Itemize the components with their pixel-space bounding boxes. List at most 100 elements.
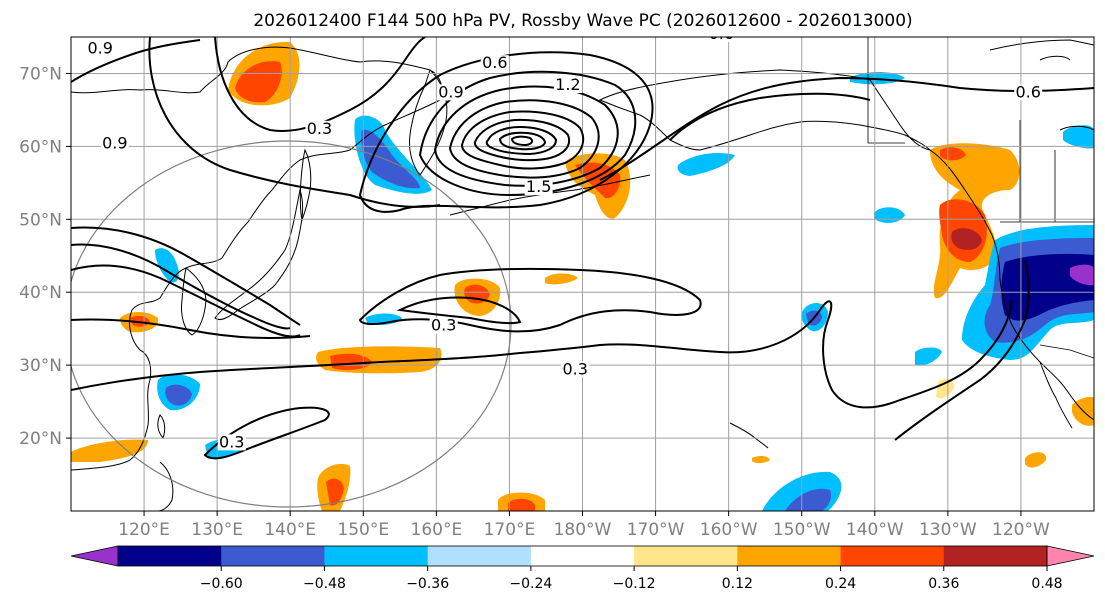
colorbar-extend-low — [70, 545, 119, 567]
colorbar-segment — [943, 546, 1048, 566]
border-canada-provinces — [1019, 120, 1056, 222]
pv-fill-negative — [1070, 264, 1094, 286]
colorbar-segment — [118, 546, 222, 566]
coastline-baja — [1039, 361, 1073, 429]
contour-2.7 — [498, 131, 547, 151]
pv-fill-positive — [940, 147, 966, 161]
lon-tick-label: 150°E — [337, 520, 389, 540]
contour-3.0 — [510, 135, 534, 147]
contour-0.9 — [71, 243, 291, 330]
pv-fill-negative — [1063, 125, 1094, 149]
contour-label-bg — [429, 317, 458, 334]
contour-0.6 — [358, 51, 654, 213]
pv-fill-positive — [545, 273, 578, 285]
colorbar-segment — [530, 546, 635, 566]
pv-contours — [71, 37, 1094, 460]
pv-fill-positive — [330, 353, 372, 370]
lon-tick-label: 160°E — [411, 520, 463, 540]
colorbar-tick-label: −0.48 — [303, 576, 346, 592]
contour-1.2 — [433, 85, 619, 187]
graticule — [71, 37, 1094, 511]
lon-tick-label: 130°W — [919, 520, 977, 540]
contour-0.3 — [669, 92, 871, 141]
contour-0.3 — [71, 299, 1013, 409]
coastline-islands-north — [1039, 55, 1094, 131]
colorbar-segment — [324, 546, 429, 566]
colorbar-tick-label: −0.24 — [509, 576, 552, 592]
contour-label-bg — [480, 55, 509, 72]
colorbar-tick-label: 0.12 — [722, 576, 753, 592]
latitude-ticks: 70°N 60°N 50°N 40°N 30°N 20°N — [19, 64, 71, 449]
contour-1.5 — [448, 99, 600, 179]
pv-fill-positive — [1025, 452, 1047, 468]
contour-0.9 — [418, 70, 637, 197]
pv-fill-negative — [677, 153, 735, 176]
contour-0.3 — [71, 318, 311, 339]
contour-label-bg — [707, 37, 736, 42]
pv-fill-negative — [361, 129, 420, 189]
lon-tick-label: 160°W — [700, 520, 758, 540]
lat-tick-label: 70°N — [19, 64, 62, 84]
border-alaska-canada — [867, 37, 905, 144]
contour-labels: 0.9 0.9 0.6 1.2 0.9 0.3 1.5 0.6 0.6 0.3 0.3 0.3 — [86, 24, 1043, 451]
contour-label: 0.6 — [709, 24, 734, 43]
contour-0.9 — [71, 39, 201, 83]
pv-fill-positive — [508, 498, 535, 511]
lon-tick-label: 140°W — [846, 520, 904, 540]
contour-label-bg — [436, 84, 465, 101]
colorbar-segment — [427, 546, 532, 566]
lon-tick-label: 170°W — [627, 520, 685, 540]
contour-label: 0.3 — [562, 359, 587, 378]
coastline-philippines — [157, 461, 174, 511]
contour-0.3 — [148, 37, 441, 208]
contour-label: 0.9 — [102, 133, 127, 152]
lat-tick-label: 30°N — [19, 356, 62, 376]
contour-label: 0.3 — [307, 119, 332, 138]
contour-label-bg — [305, 120, 334, 137]
colorbar-tick-label: 0.24 — [825, 576, 856, 592]
colorbar-tick-label: 0.48 — [1031, 576, 1062, 592]
colorbar-tick-label: −0.60 — [200, 576, 243, 592]
colorbar-segment — [840, 546, 945, 566]
colorbar-tick-label: 0.36 — [928, 576, 959, 592]
contour-label-bg — [553, 77, 582, 94]
pv-fill-positive — [951, 228, 982, 250]
colorbar-segment — [737, 546, 842, 566]
lon-tick-label: 170°E — [484, 520, 536, 540]
contour-label-bg — [217, 434, 246, 451]
colorbar-extend-high — [1046, 545, 1095, 567]
contour-2.4 — [485, 125, 558, 156]
contour-label-bg — [524, 179, 553, 196]
pv-fill-negative — [165, 384, 192, 406]
figure-title: 2026012400 F144 500 hPa PV, Rossby Wave … — [253, 11, 912, 31]
pv-fill-negative — [915, 347, 942, 366]
lat-tick-label: 60°N — [19, 137, 62, 157]
contour-0.3 — [396, 296, 522, 325]
borders — [867, 37, 1094, 359]
contour-0.6 — [71, 226, 301, 326]
contour-label: 0.9 — [88, 39, 113, 58]
pv-fill-positive — [235, 61, 282, 103]
lon-tick-label: 120°W — [992, 520, 1050, 540]
contour-label: 0.9 — [438, 82, 463, 101]
pv-fill-positive — [575, 162, 621, 199]
colorbar: −0.60 −0.48 −0.36 −0.24 −0.12 0.12 0.24 0.36 0.4… — [70, 545, 1095, 592]
lon-tick-label: 150°W — [773, 520, 831, 540]
pv-fill-positive — [936, 378, 955, 399]
pv-fill-negative — [785, 488, 832, 511]
map-panel: 0.9 0.9 0.6 1.2 0.9 0.3 1.5 0.6 0.6 0.3 0.3 0.3 — [71, 24, 1094, 511]
colorbar-tick-label: −0.36 — [406, 576, 449, 592]
colorbar-frame — [117, 545, 1048, 567]
border-us-mexico — [1039, 344, 1094, 359]
coastline-kamchatka — [409, 69, 448, 176]
coastline-alaska — [598, 69, 932, 151]
coastline-na-west — [929, 149, 1094, 421]
contour-label: 0.3 — [431, 316, 456, 335]
contour-1.8 — [460, 110, 585, 170]
lat-tick-label: 40°N — [19, 283, 62, 303]
contour-label: 0.6 — [1016, 82, 1041, 101]
coastlines — [71, 39, 1094, 511]
contour-0.3 — [214, 37, 426, 132]
contour-0.3 — [894, 259, 1030, 441]
